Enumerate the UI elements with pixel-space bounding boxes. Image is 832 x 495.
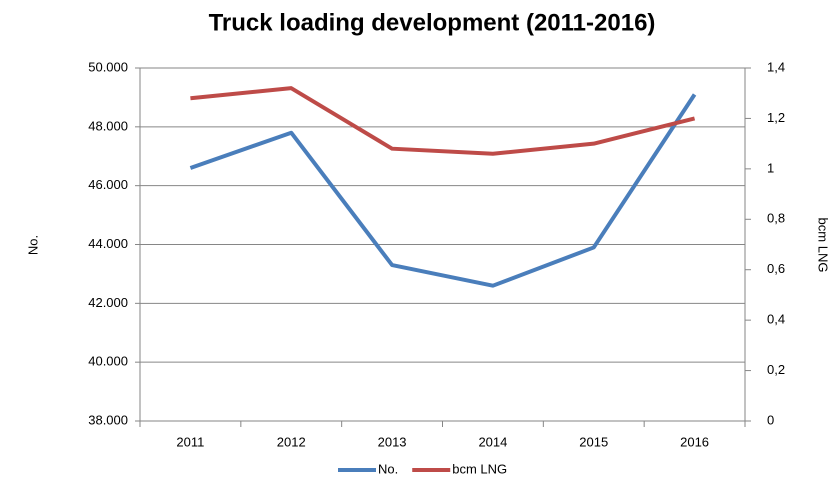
y2-tick-label: 0 xyxy=(767,412,774,427)
legend-label: bcm LNG xyxy=(452,461,507,476)
y2-tick-label: 1,4 xyxy=(767,59,785,74)
y-axis-label: No. xyxy=(25,235,40,255)
legend-label: No. xyxy=(378,461,398,476)
x-tick-label: 2016 xyxy=(680,434,709,449)
x-tick-label: 2011 xyxy=(176,434,204,449)
x-tick-label: 2012 xyxy=(277,434,306,449)
y-tick-label: 42.000 xyxy=(88,295,128,310)
y-tick-label: 50.000 xyxy=(88,59,128,74)
y-tick-label: 44.000 xyxy=(88,236,128,251)
y-tick-label: 46.000 xyxy=(88,177,128,192)
y2-tick-label: 0,6 xyxy=(767,261,785,276)
line-series xyxy=(189,93,697,288)
y-tick-label: 48.000 xyxy=(88,118,128,133)
x-tick-label: 2015 xyxy=(579,434,608,449)
y2-axis-label: bcm LNG xyxy=(816,218,831,273)
y2-tick-label: 1 xyxy=(767,160,774,175)
y2-tick-label: 0,4 xyxy=(767,312,785,327)
line-series xyxy=(190,86,696,156)
x-tick-label: 2013 xyxy=(378,434,407,449)
y2-tick-label: 0,8 xyxy=(767,211,785,226)
x-tick-label: 2014 xyxy=(478,434,507,449)
y-tick-label: 38.000 xyxy=(88,412,128,427)
y2-tick-label: 0,2 xyxy=(767,362,785,377)
chart-title: Truck loading development (2011-2016) xyxy=(209,9,656,36)
y2-tick-label: 1,2 xyxy=(767,110,785,125)
y-tick-label: 40.000 xyxy=(88,354,128,369)
